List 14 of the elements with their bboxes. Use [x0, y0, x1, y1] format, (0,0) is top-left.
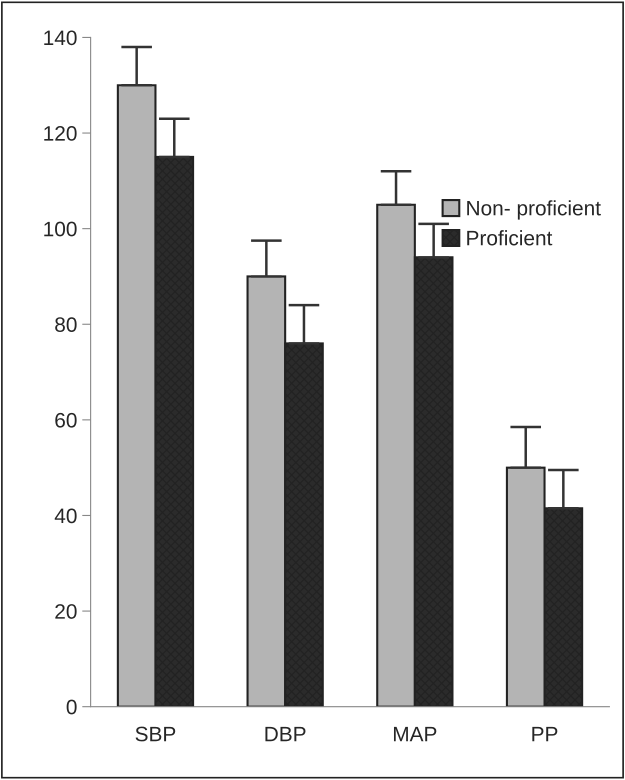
y-tick-label: 100	[44, 222, 77, 236]
y-tick-label: 20	[55, 604, 77, 619]
y-tick-label: 0	[66, 700, 77, 714]
y-tick-label: 80	[55, 317, 77, 332]
legend-label: Non- proficient	[467, 200, 601, 220]
y-tick-label: 140	[44, 30, 77, 46]
legend-label: Proficient	[467, 230, 552, 246]
y-tick-label: 40	[54, 508, 77, 524]
y-tick-label: 120	[44, 126, 77, 141]
x-tick-label: DBP	[265, 726, 306, 742]
y-tick-label: 60	[55, 412, 77, 428]
x-tick-label: SBP	[136, 726, 176, 742]
x-tick-label: PP	[532, 726, 558, 742]
x-tick-label: MAP	[394, 726, 436, 742]
